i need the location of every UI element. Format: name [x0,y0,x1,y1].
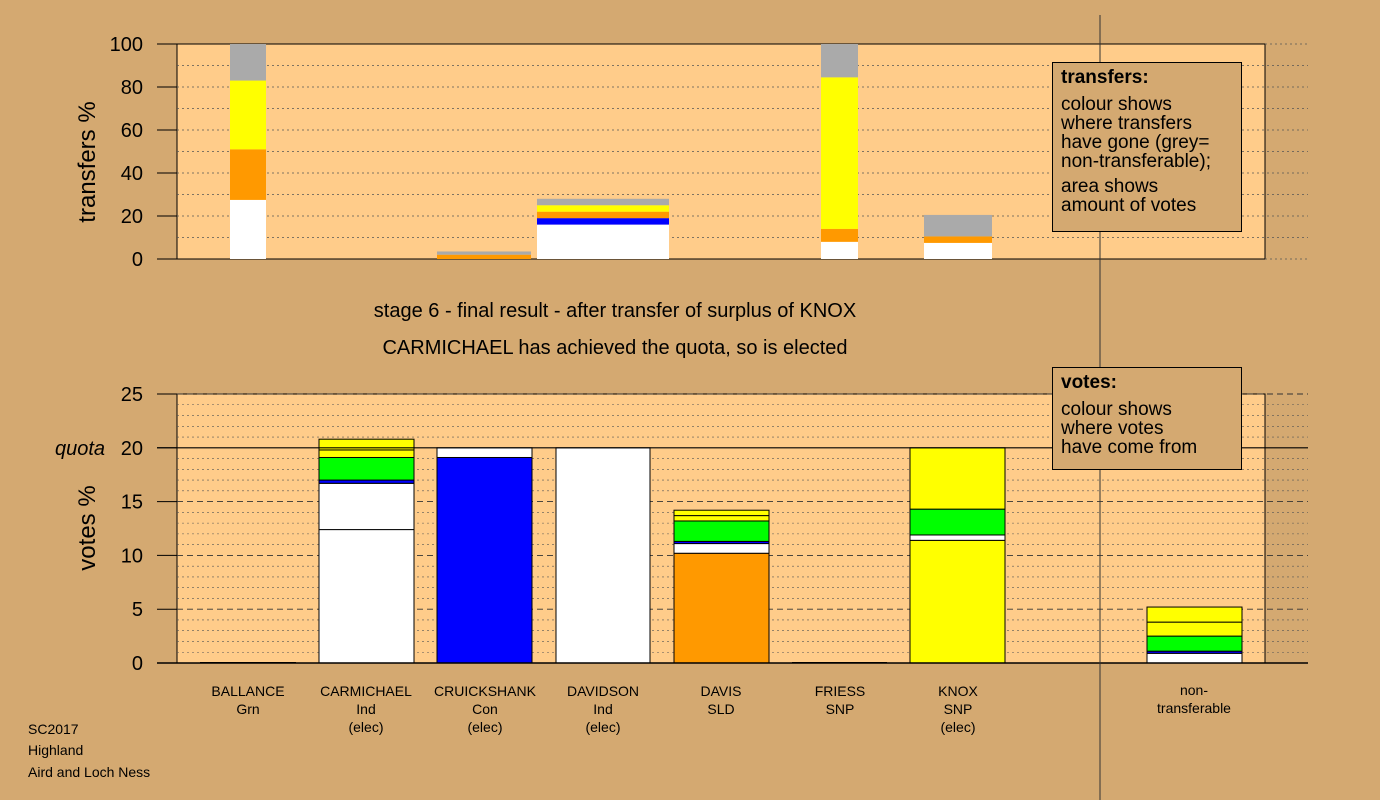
transfers-tick-label: 40 [121,163,143,185]
category-label: (elec) [348,719,383,735]
votes-bar-segment [673,543,770,554]
category-label: SNP [944,701,973,717]
category-label: Grn [236,701,259,717]
category-label: Con [472,701,498,717]
transfers-axis-label: transfers % [74,101,101,222]
votes-bar-segment [673,552,770,664]
transfers-bar-segment [821,228,858,242]
votes-bar-segment [436,456,533,664]
transfers-tick-label: 20 [121,206,143,228]
category-label: Ind [593,701,612,717]
votes-tick-label: 20 [121,438,143,460]
category-label: SNP [826,701,855,717]
transfers-legend-line: where transfers [1061,113,1192,134]
category-label: CARMICHAEL [320,683,412,699]
votes-bar-segment [909,534,1006,541]
transfers-legend-line: colour shows [1061,94,1172,115]
category-label: KNOX [938,683,978,699]
votes-tick-label: 10 [121,545,143,567]
votes-tick-label: 0 [132,653,143,675]
votes-bar-segment [318,456,415,481]
category-label: BALLANCE [211,683,284,699]
transfers-tick-label: 60 [121,120,143,142]
stage-subtitle: stage 6 - final result - after transfer … [373,300,857,322]
category-label: DAVIDSON [567,683,639,699]
category-label: DAVIS [701,683,742,699]
votes-bar-segment [1146,606,1243,623]
transfers-bar-segment [537,205,669,212]
votes-legend-line: have come from [1061,437,1198,458]
votes-bar-segment [673,520,770,542]
transfers-tick-label: 80 [121,77,143,99]
votes-bar-segment [318,529,415,664]
transfers-legend-line: amount of votes [1061,195,1197,216]
votes-bar-segment [909,447,1006,510]
footer-council: Highland [28,742,84,758]
votes-legend-line: colour shows [1061,399,1172,420]
votes-bar-segment [673,509,770,517]
votes-bar-segment [436,447,533,458]
transfers-legend-title: transfers: [1061,67,1149,88]
transfers-bar-segment [821,44,858,78]
transfers-bar-segment [821,241,858,259]
votes-bar-segment [673,515,770,522]
transfers-bar-segment [437,251,531,255]
transfers-bar-segment [537,224,669,259]
transfers-legend-line: non-transferable); [1061,151,1211,172]
footer-ward: Aird and Loch Ness [28,764,151,780]
transfers-bar-segment [537,198,669,206]
votes-bar-segment [1146,621,1243,637]
votes-tick-label: 5 [132,599,143,621]
transfers-tick-label: 0 [132,249,143,271]
votes-bar-segment [318,449,415,458]
votes-bar-segment [318,482,415,531]
votes-bar-segment [318,438,415,451]
transfers-bar-segment [924,242,992,259]
votes-legend-title: votes: [1061,372,1117,393]
category-label: (elec) [940,719,975,735]
quota-label: quota [55,438,105,460]
result-subtitle: CARMICHAEL has achieved the quota, so is… [382,337,848,359]
transfers-bar-segment [537,218,669,225]
votes-bar-segment [1146,635,1243,652]
votes-bar-segment [909,539,1006,664]
transfers-bar-segment [537,211,669,219]
transfers-legend-line: area shows [1061,176,1159,197]
category-label: SLD [707,701,734,717]
votes-bar-segment [1146,652,1243,664]
category-label: FRIESS [815,683,866,699]
transfers-bar-segment [230,149,266,200]
transfers-tick-label: 100 [110,34,143,56]
transfers-bar-segment [924,214,992,237]
category-label: (elec) [467,719,502,735]
votes-tick-label: 25 [121,384,143,406]
category-label: (elec) [585,719,620,735]
category-label: Ind [356,701,375,717]
category-label: non- [1180,682,1208,698]
votes-legend-line: where votes [1061,418,1164,439]
footer-election: SC2017 [28,721,79,737]
category-label: transferable [1157,700,1231,716]
transfers-legend: transfers: colour shows where transfers … [1052,62,1242,232]
transfers-bar-segment [924,236,992,243]
votes-bar-segment [555,447,651,664]
votes-axis-label: votes % [74,485,101,570]
votes-legend: votes: colour shows where votes have com… [1052,367,1242,470]
transfers-bar-segment [230,44,266,81]
transfers-bar-segment [230,80,266,150]
transfers-bar-segment [437,254,531,259]
category-label: CRUICKSHANK [434,683,537,699]
votes-tick-label: 15 [121,492,143,514]
transfers-bar-segment [821,77,858,229]
transfers-legend-line: have gone (grey= [1061,132,1210,153]
transfers-bar-segment [230,199,266,259]
votes-bar-segment [909,508,1006,536]
